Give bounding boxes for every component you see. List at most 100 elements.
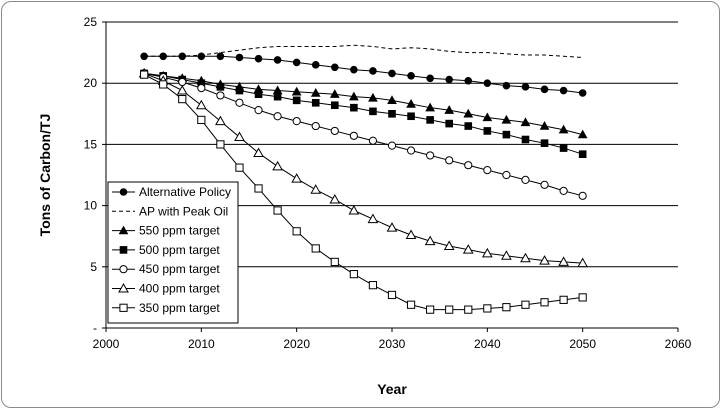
y-tick-label: 20 — [84, 76, 98, 90]
x-tick-label: 2040 — [474, 337, 501, 351]
data-point — [539, 121, 550, 130]
data-point — [540, 139, 549, 147]
legend-label: 450 ppm target — [139, 262, 220, 276]
data-point — [368, 281, 378, 290]
legend-marker — [118, 225, 129, 235]
data-point — [483, 304, 492, 313]
data-point — [349, 131, 358, 140]
data-point — [386, 222, 398, 232]
series-line-3 — [144, 72, 583, 155]
x-tick-label: 2050 — [569, 337, 596, 351]
data-point — [559, 186, 568, 196]
data-point — [426, 151, 435, 160]
x-tick-label: 2020 — [283, 337, 310, 351]
data-point — [216, 140, 225, 149]
data-point — [254, 54, 263, 63]
data-point — [311, 244, 320, 253]
data-point — [368, 92, 378, 102]
x-tick-label: 2000 — [93, 337, 120, 351]
legend: Alternative Policy AP with Peak Oil 550 pp… — [107, 181, 239, 324]
data-point — [388, 110, 396, 118]
series-line-2 — [144, 72, 583, 136]
data-point — [405, 229, 417, 239]
data-point — [310, 184, 322, 194]
data-point — [235, 163, 244, 172]
data-point — [502, 81, 511, 90]
series-lines — [138, 44, 589, 314]
data-point — [501, 250, 512, 260]
legend-item-6: 350 ppm target — [112, 301, 220, 315]
x-tick-label: 2010 — [188, 337, 215, 351]
data-point — [331, 101, 339, 110]
series-4 — [140, 69, 587, 200]
y-tick-label: 10 — [84, 199, 98, 213]
data-point — [521, 300, 530, 309]
data-point — [483, 79, 492, 87]
data-point — [348, 204, 360, 215]
data-point — [311, 121, 320, 131]
legend-marker — [119, 188, 128, 196]
data-point — [367, 213, 379, 224]
data-point — [559, 295, 568, 304]
y-axis-title: Tons of Carbon/TJ — [37, 114, 53, 237]
data-point — [368, 136, 378, 145]
series-line-4 — [144, 72, 583, 197]
data-point — [369, 67, 377, 75]
y-tick-label: 15 — [84, 137, 98, 151]
data-point — [578, 293, 587, 302]
data-point — [350, 103, 358, 112]
data-point — [253, 147, 264, 157]
data-point — [216, 91, 225, 100]
data-point — [407, 72, 415, 80]
data-point — [176, 85, 188, 95]
data-point — [195, 99, 207, 110]
data-point — [520, 117, 531, 127]
data-point — [215, 115, 226, 126]
legend-item-0: Alternative Policy — [112, 185, 231, 199]
data-point — [521, 175, 530, 184]
data-point — [520, 252, 531, 263]
data-point — [464, 122, 473, 130]
data-point — [425, 102, 435, 112]
x-tick-label: 2030 — [379, 337, 406, 351]
series-line-1 — [144, 44, 583, 58]
legend-marker — [118, 282, 129, 293]
data-point — [577, 257, 589, 268]
data-point — [577, 129, 588, 139]
legend-label: AP with Peak Oil — [139, 204, 228, 218]
data-point — [387, 290, 397, 300]
series-6 — [140, 70, 587, 314]
legend-label: 500 ppm target — [139, 243, 220, 257]
data-point — [388, 69, 396, 78]
y-tick-labels: - 5 10 15 20 25 — [84, 15, 106, 335]
data-point — [273, 112, 282, 121]
y-tick-label: 5 — [90, 260, 97, 274]
data-point — [426, 305, 435, 314]
data-point — [559, 86, 568, 95]
data-point — [273, 56, 282, 64]
y-tick-label: 25 — [84, 15, 98, 29]
data-point — [349, 270, 358, 279]
data-point — [464, 161, 473, 170]
data-point — [502, 130, 511, 139]
data-point — [311, 98, 320, 107]
data-point — [291, 173, 303, 183]
legend-item-4: 450 ppm target — [112, 262, 220, 276]
data-point — [540, 298, 549, 307]
data-point — [234, 131, 245, 142]
data-point — [387, 141, 397, 150]
data-point — [292, 117, 301, 126]
data-point — [254, 184, 263, 193]
x-tick-labels: 2000 2010 2020 2030 2040 2050 2060 — [93, 328, 692, 351]
legend-marker — [119, 246, 128, 254]
data-point — [578, 150, 587, 158]
data-point — [406, 300, 416, 309]
data-point — [521, 135, 530, 144]
series-5 — [138, 67, 589, 268]
data-point — [502, 303, 511, 312]
data-point — [426, 116, 434, 124]
data-point — [464, 305, 473, 314]
series-0 — [140, 52, 587, 97]
series-line-0 — [144, 55, 583, 94]
data-point — [501, 114, 512, 124]
